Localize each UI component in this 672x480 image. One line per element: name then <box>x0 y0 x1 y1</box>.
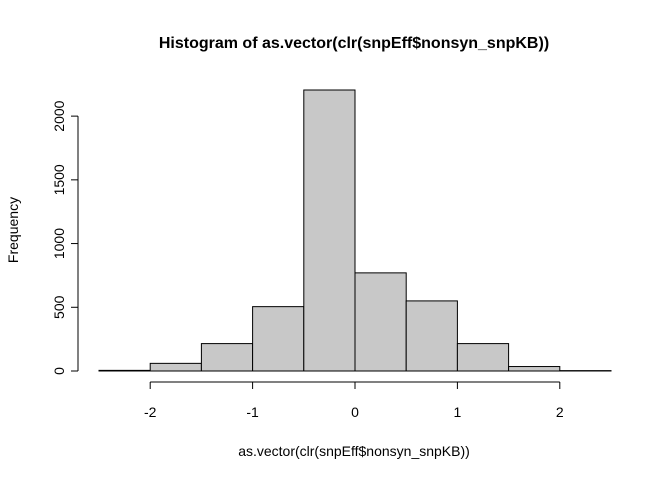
y-tick-label: 1000 <box>51 228 67 259</box>
x-tick-label: 1 <box>454 404 462 420</box>
y-tick-label: 500 <box>51 295 67 319</box>
x-tick-label: 0 <box>351 404 359 420</box>
histogram-bar <box>98 369 151 372</box>
x-tick-label: 2 <box>556 404 564 420</box>
histogram-bar <box>252 306 305 372</box>
histogram-bar <box>149 362 202 372</box>
chart-title: Histogram of as.vector(clr(snpEff$nonsyn… <box>159 35 549 52</box>
x-axis: -2 -1 0 1 2 <box>144 381 564 420</box>
histogram-bar <box>405 300 458 372</box>
histogram-bar <box>456 343 510 372</box>
histogram-bar <box>200 343 254 372</box>
histogram-bar <box>354 272 407 372</box>
y-tick-label: 2000 <box>51 100 67 131</box>
x-axis-label: as.vector(clr(snpEff$nonsyn_snpKB)) <box>238 443 470 459</box>
histogram-bar <box>508 366 561 372</box>
y-tick-label: 0 <box>51 367 67 375</box>
x-tick-label: -1 <box>246 404 259 420</box>
y-axis: 0 500 1000 1500 2000 <box>51 100 79 375</box>
x-tick-label: -2 <box>144 404 157 420</box>
histogram-bars <box>98 89 612 372</box>
y-tick-label: 1500 <box>51 164 67 195</box>
y-axis-label: Frequency <box>5 197 21 263</box>
histogram-bar <box>303 89 356 372</box>
